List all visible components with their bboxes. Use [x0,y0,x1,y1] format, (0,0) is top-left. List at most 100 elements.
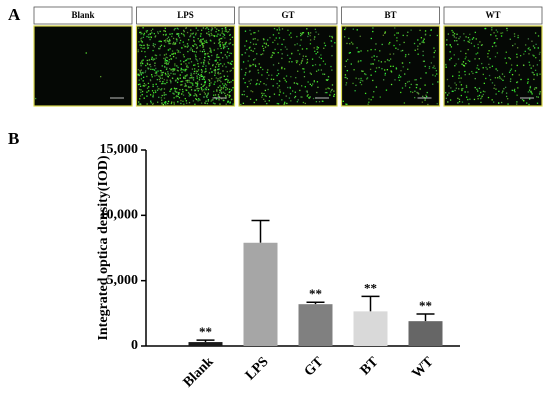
fluorescence-dot [246,48,248,51]
fluorescence-dot [320,69,323,71]
fluorescence-dot [206,94,209,96]
fluorescence-dot [197,69,200,71]
fluorescence-dot [141,93,143,96]
fluorescence-dot [169,33,171,35]
fluorescence-dot [311,84,313,87]
fluorescence-dot [223,34,226,36]
fluorescence-dot [225,28,227,31]
fluorescence-dot [422,54,424,57]
fluorescence-dot [323,42,326,44]
fluorescence-dot [232,103,234,105]
fluorescence-dot [476,71,478,73]
fluorescence-dot [164,101,167,103]
fluorescence-dot [460,84,463,86]
fluorescence-dot [172,37,175,40]
fluorescence-dot [347,58,349,61]
fluorescence-dot [282,92,285,94]
fluorescence-dot [462,61,465,63]
fluorescence-dot [305,55,307,58]
fluorescence-dot [168,38,171,41]
fluorescence-dot [244,52,247,54]
fluorescence-dot [480,91,482,94]
fluorescence-dot [324,44,327,47]
fluorescence-dot [227,100,229,103]
bar [188,342,223,346]
fluorescence-dot [266,102,268,105]
fluorescence-dot [313,81,315,83]
fluorescence-dot [203,89,205,91]
fluorescence-dot [176,81,179,84]
fluorescence-dot [358,51,360,53]
fluorescence-dot [190,33,192,35]
fluorescence-dot [269,37,271,39]
fluorescence-dot [400,76,402,78]
x-tick-label: GT [302,354,327,379]
fluorescence-dot [241,54,243,56]
fluorescence-dot [328,87,330,90]
fluorescence-dot [281,28,284,30]
fluorescence-dot [181,80,183,82]
fluorescence-dot [189,36,191,38]
fluorescence-dot [225,103,227,105]
fluorescence-dot [229,38,232,41]
fluorescence-dot [139,44,141,46]
fluorescence-dot [484,27,487,30]
fluorescence-dot [345,60,347,62]
fluorescence-dot [478,58,480,60]
image-label: Blank [71,10,94,20]
fluorescence-dot [170,82,172,84]
fluorescence-dot [517,87,519,89]
fluorescence-dot [229,34,231,37]
fluorescence-dot [148,64,151,66]
fluorescence-dot [179,88,181,91]
fluorescence-dot [277,73,280,75]
fluorescence-dot [531,93,533,95]
fluorescence-dot [322,60,325,62]
fluorescence-dot [175,95,178,97]
fluorescence-dot [85,52,87,54]
fluorescence-dot [481,62,483,65]
fluorescence-dot [203,48,205,51]
fluorescence-dot [207,88,210,91]
fluorescence-dot [203,91,206,94]
fluorescence-dot [150,102,152,104]
fluorescence-dot [161,71,164,74]
fluorescence-dot [161,74,163,76]
fluorescence-dot [151,56,153,59]
fluorescence-dot [205,88,207,91]
fluorescence-dot [526,82,529,84]
fluorescence-dot [177,93,180,96]
fluorescence-dot [295,82,298,84]
fluorescence-dot [197,29,199,31]
fluorescence-dot [406,34,408,37]
fluorescence-dot [100,75,102,78]
fluorescence-dot [374,48,376,51]
fluorescence-dot [209,50,211,53]
fluorescence-dot [142,36,145,38]
fluorescence-dot [436,103,438,105]
fluorescence-dot [139,95,142,97]
fluorescence-dot [245,40,248,42]
fluorescence-dot [267,69,269,71]
micrograph-frame [33,25,133,107]
fluorescence-dot [245,67,247,70]
fluorescence-dot [302,55,305,57]
fluorescence-dot [265,43,268,45]
fluorescence-dot [228,28,231,31]
fluorescence-dot [137,49,140,51]
fluorescence-dot [309,83,311,85]
fluorescence-dot [186,81,189,83]
fluorescence-dot [213,49,215,51]
fluorescence-dot [218,29,220,32]
fluorescence-dot [379,50,381,52]
fluorescence-dot [250,79,252,81]
fluorescence-dot [225,95,227,97]
fluorescence-dot [165,103,167,105]
fluorescence-dot [168,42,170,45]
fluorescence-dot [179,84,182,86]
fluorescence-dot [138,74,140,77]
fluorescence-dot [199,44,201,47]
fluorescence-dot [162,34,165,36]
fluorescence-dot [529,87,531,89]
fluorescence-dot [158,47,160,50]
